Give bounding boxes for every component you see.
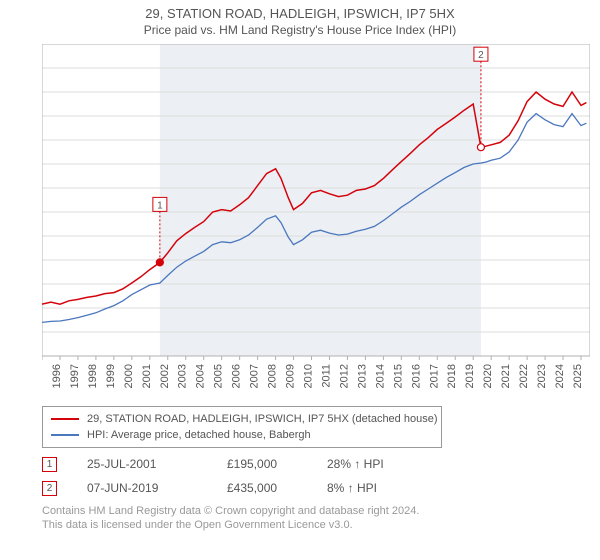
legend-row-0: 29, STATION ROAD, HADLEIGH, IPSWICH, IP7… bbox=[51, 411, 433, 427]
x-tick-label: 1997 bbox=[69, 364, 81, 388]
legend-label: HPI: Average price, detached house, Babe… bbox=[87, 427, 311, 443]
legend-label: 29, STATION ROAD, HADLEIGH, IPSWICH, IP7… bbox=[87, 411, 438, 427]
marker-point-2 bbox=[477, 144, 484, 151]
x-tick-label: 2018 bbox=[446, 364, 458, 388]
footer-line1: Contains HM Land Registry data © Crown c… bbox=[42, 504, 562, 518]
x-tick-label: 2010 bbox=[303, 364, 315, 388]
transaction-marker-box: 1 bbox=[42, 457, 57, 472]
x-tick-label: 2007 bbox=[249, 364, 261, 388]
x-tick-label: 2011 bbox=[320, 364, 332, 388]
x-tick-label: 2021 bbox=[500, 364, 512, 388]
marker-point-1 bbox=[156, 259, 163, 266]
marker-num-2: 2 bbox=[478, 50, 484, 61]
x-tick-label: 2002 bbox=[159, 364, 171, 388]
transaction-row-1: 1 25-JUL-2001£195,00028% ↑ HPI bbox=[42, 452, 562, 476]
x-tick-label: 2015 bbox=[392, 364, 404, 388]
transaction-date: 25-JUL-2001 bbox=[87, 457, 227, 471]
transaction-table: 1 25-JUL-2001£195,00028% ↑ HPI 2 07-JUN-201… bbox=[42, 452, 562, 500]
x-tick-label: 1996 bbox=[51, 364, 63, 388]
marker-num-1: 1 bbox=[157, 200, 163, 211]
x-tick-label: 2004 bbox=[195, 364, 207, 388]
transaction-pct: 8% ↑ HPI bbox=[327, 481, 487, 495]
chart-titles: 29, STATION ROAD, HADLEIGH, IPSWICH, IP7… bbox=[0, 0, 600, 37]
legend: 29, STATION ROAD, HADLEIGH, IPSWICH, IP7… bbox=[42, 406, 442, 448]
x-tick-label: 2013 bbox=[356, 364, 368, 388]
x-tick-label: 2014 bbox=[374, 364, 386, 388]
chart-title: 29, STATION ROAD, HADLEIGH, IPSWICH, IP7… bbox=[0, 6, 600, 21]
x-tick-label: 1998 bbox=[87, 364, 99, 388]
x-tick-label: 2023 bbox=[536, 364, 548, 388]
transaction-price: £435,000 bbox=[227, 481, 327, 495]
x-tick-label: 2024 bbox=[554, 364, 566, 388]
x-tick-label: 2000 bbox=[123, 364, 135, 388]
page: 29, STATION ROAD, HADLEIGH, IPSWICH, IP7… bbox=[0, 0, 600, 560]
highlight-band bbox=[160, 44, 481, 356]
transaction-date: 07-JUN-2019 bbox=[87, 481, 227, 495]
footer-attribution: Contains HM Land Registry data © Crown c… bbox=[42, 504, 562, 532]
x-tick-label: 2025 bbox=[572, 364, 584, 388]
chart-subtitle: Price paid vs. HM Land Registry's House … bbox=[0, 23, 600, 37]
x-tick-label: 2012 bbox=[338, 364, 350, 388]
footer-line2: This data is licensed under the Open Gov… bbox=[42, 518, 562, 532]
x-tick-label: 2006 bbox=[231, 364, 243, 388]
x-tick-label: 2009 bbox=[285, 364, 297, 388]
x-tick-label: 1999 bbox=[105, 364, 117, 388]
x-tick-label: 2008 bbox=[267, 364, 279, 388]
x-tick-label: 2017 bbox=[428, 364, 440, 388]
transaction-row-2: 2 07-JUN-2019£435,0008% ↑ HPI bbox=[42, 476, 562, 500]
transaction-price: £195,000 bbox=[227, 457, 327, 471]
price-chart: £0£50K£100K£150K£200K£250K£300K£350K£400… bbox=[42, 44, 590, 394]
x-tick-label: 1995 bbox=[42, 364, 45, 388]
transaction-pct: 28% ↑ HPI bbox=[327, 457, 487, 471]
x-tick-label: 2019 bbox=[464, 364, 476, 388]
x-tick-label: 2001 bbox=[141, 364, 153, 388]
legend-swatch bbox=[51, 434, 79, 436]
legend-row-1: HPI: Average price, detached house, Babe… bbox=[51, 427, 433, 443]
x-tick-label: 2020 bbox=[482, 364, 494, 388]
x-tick-label: 2005 bbox=[213, 364, 225, 388]
x-tick-label: 2016 bbox=[410, 364, 422, 388]
x-tick-label: 2022 bbox=[518, 364, 530, 388]
x-tick-label: 2003 bbox=[177, 364, 189, 388]
legend-swatch bbox=[51, 418, 79, 420]
transaction-marker-box: 2 bbox=[42, 481, 57, 496]
